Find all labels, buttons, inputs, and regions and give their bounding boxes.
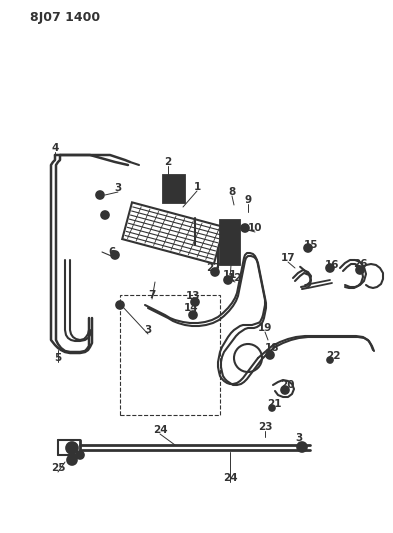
Circle shape [211, 268, 219, 276]
Text: 5: 5 [54, 353, 62, 363]
Text: 15: 15 [304, 240, 318, 250]
Circle shape [356, 266, 364, 274]
Text: 3: 3 [296, 433, 303, 443]
Circle shape [96, 191, 104, 199]
Text: 22: 22 [326, 351, 340, 361]
Circle shape [103, 213, 107, 217]
Text: 2: 2 [164, 157, 172, 167]
Text: 26: 26 [353, 259, 367, 269]
Text: 25: 25 [51, 463, 65, 473]
Bar [120, 295, 220, 415]
Bar [220, 220, 240, 265]
Circle shape [111, 251, 119, 259]
Circle shape [297, 442, 307, 452]
Circle shape [224, 276, 232, 284]
Circle shape [281, 386, 289, 394]
Circle shape [67, 455, 77, 465]
FancyArrowPatch shape [300, 267, 308, 273]
Text: 8: 8 [228, 187, 236, 197]
Text: 10: 10 [248, 223, 262, 233]
Circle shape [298, 443, 306, 451]
Circle shape [327, 357, 333, 363]
Circle shape [269, 405, 275, 411]
Text: 14: 14 [184, 303, 198, 313]
Circle shape [191, 298, 199, 306]
Text: 20: 20 [280, 380, 294, 390]
Circle shape [304, 244, 312, 252]
Text: 21: 21 [267, 399, 281, 409]
Text: 7: 7 [148, 290, 156, 300]
Circle shape [101, 211, 109, 219]
Text: 9: 9 [244, 195, 252, 205]
Circle shape [116, 301, 124, 309]
Circle shape [241, 224, 249, 232]
Text: 16: 16 [325, 260, 339, 270]
Text: 4: 4 [51, 143, 59, 153]
Circle shape [266, 351, 274, 359]
Circle shape [300, 445, 304, 449]
Circle shape [189, 311, 197, 319]
Text: 8J07 1400: 8J07 1400 [30, 12, 100, 25]
Circle shape [66, 442, 78, 454]
Circle shape [118, 303, 122, 307]
Text: 1: 1 [193, 182, 200, 192]
Bar [163, 175, 185, 203]
Text: 19: 19 [258, 323, 272, 333]
Text: 6: 6 [108, 247, 116, 257]
Bar [122, 203, 224, 264]
Text: 12: 12 [228, 273, 242, 283]
Circle shape [113, 253, 117, 257]
Circle shape [76, 451, 84, 459]
Text: 18: 18 [265, 343, 279, 353]
Circle shape [358, 268, 362, 272]
Text: 17: 17 [281, 253, 295, 263]
Text: 27: 27 [206, 263, 220, 273]
Circle shape [98, 193, 102, 197]
Circle shape [326, 264, 334, 272]
Text: 3: 3 [114, 183, 121, 193]
Text: 24: 24 [153, 425, 167, 435]
Text: 23: 23 [258, 422, 272, 432]
Text: 24: 24 [223, 473, 237, 483]
Text: 13: 13 [186, 291, 200, 301]
Text: 3: 3 [144, 325, 152, 335]
Text: 11: 11 [223, 270, 237, 280]
